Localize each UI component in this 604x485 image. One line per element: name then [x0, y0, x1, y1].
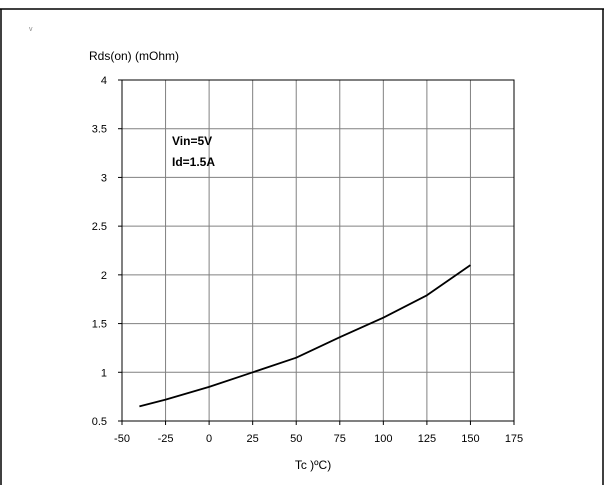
annotation-vin: Vin=5V	[172, 134, 212, 148]
annotation-id: Id=1.5A	[172, 155, 215, 169]
plot-area: -50 -25 0 25 50 75 100 125 150 175 0.5 1 1.5 2 2.5 3 3.5…	[92, 75, 523, 445]
x-tick-label: 125	[418, 433, 436, 445]
x-tick-label: 150	[461, 433, 479, 445]
x-tick-label: 0	[206, 433, 212, 445]
y-tick-label: 1.5	[92, 319, 107, 331]
x-tick-label: 50	[290, 433, 302, 445]
x-tick-label: 75	[334, 433, 346, 445]
y-tick-label: 2	[101, 270, 107, 282]
x-tick-label: 25	[247, 433, 259, 445]
y-axis-title: Rds(on) (mOhm)	[89, 49, 179, 63]
x-axis-title: Tc )ºC)	[295, 458, 331, 472]
plot-border	[121, 79, 515, 422]
y-tick-label: 4	[101, 75, 107, 87]
series-line	[139, 264, 471, 408]
y-tick-label: 3.5	[92, 124, 107, 136]
x-tick-label: -25	[158, 433, 174, 445]
x-tick-label: -50	[114, 433, 130, 445]
corner-mark: v	[29, 26, 33, 33]
y-tick-label: 1	[101, 367, 107, 379]
x-tick-label: 100	[374, 433, 392, 445]
y-tick-label: 3	[101, 172, 107, 184]
y-tick-label: 2.5	[92, 221, 107, 233]
x-tick-label: 175	[505, 433, 523, 445]
y-tick-label: 0.5	[92, 416, 107, 428]
